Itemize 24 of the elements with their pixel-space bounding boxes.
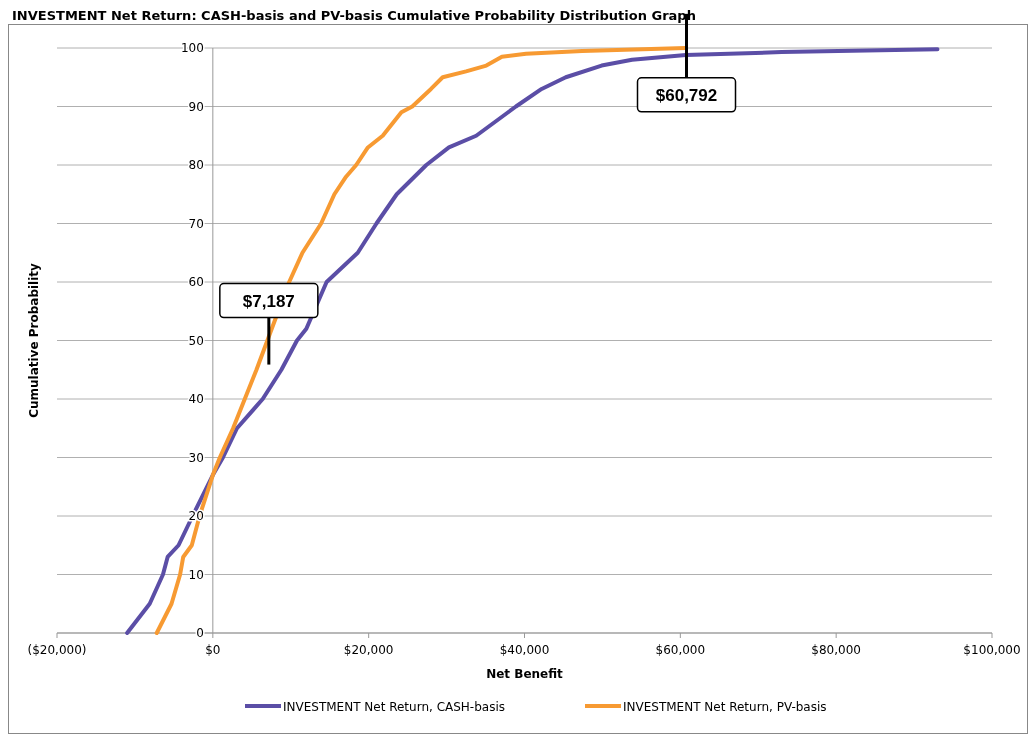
x-tick-label: $40,000 — [499, 643, 550, 657]
annotation: $7,187 — [242, 291, 295, 311]
legend-label: INVESTMENT Net Return, CASH-basis — [283, 700, 506, 714]
y-tick-label: 0 — [196, 626, 204, 640]
x-tick-label: $0 — [205, 643, 221, 657]
legend-label: INVESTMENT Net Return, PV-basis — [623, 700, 827, 714]
x-tick-label: ($20,000) — [27, 643, 87, 657]
y-tick-label: 100 — [180, 41, 204, 55]
y-tick-label: 80 — [188, 158, 204, 172]
y-axis-title: Cumulative Probability — [27, 262, 41, 418]
x-axis-title: Net Benefit — [486, 667, 564, 681]
x-tick-label: $60,000 — [655, 643, 706, 657]
y-tick-label: 50 — [188, 333, 204, 348]
x-tick-label: $20,000 — [343, 643, 394, 657]
chart-title: INVESTMENT Net Return: CASH-basis and PV-basis Cumulative Probability Distribution Graph — [12, 8, 696, 23]
y-tick-label: 10 — [188, 567, 204, 582]
y-tick-label: 30 — [188, 450, 204, 465]
x-tick-label: $80,000 — [811, 643, 861, 657]
y-tick-label: 90 — [188, 99, 204, 114]
x-tick-label: $100,000 — [963, 643, 1021, 657]
y-tick-label: 60 — [188, 275, 204, 289]
y-tick-label: 70 — [188, 216, 204, 231]
annotation: $60,792 — [655, 85, 718, 105]
y-tick-label: 40 — [188, 392, 204, 406]
